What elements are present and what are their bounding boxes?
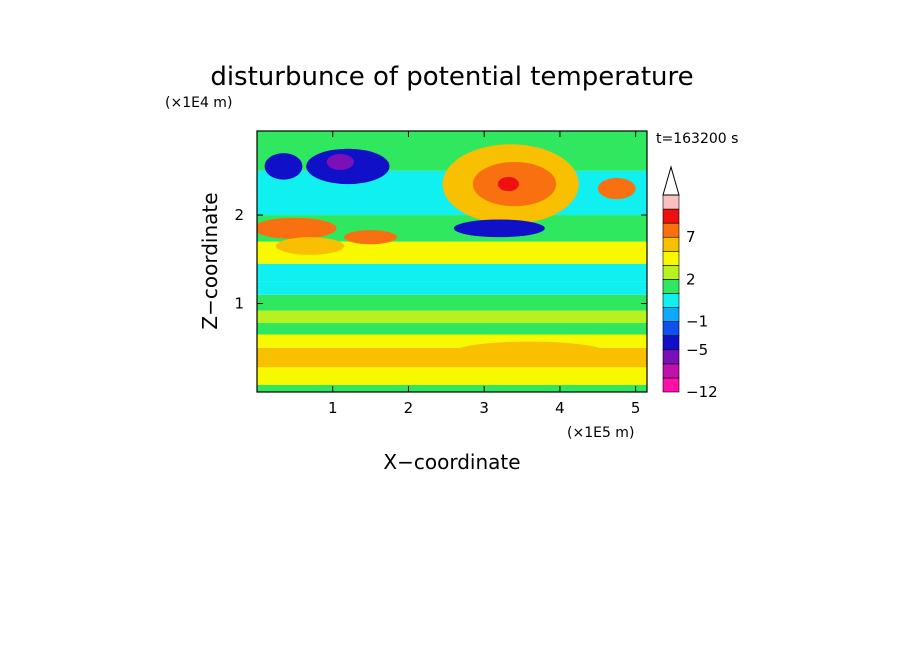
contour-blob xyxy=(453,341,606,363)
contour-blob xyxy=(275,237,345,255)
colorbar-swatch xyxy=(662,265,680,280)
x-tick-label: 2 xyxy=(404,399,414,417)
colorbar-swatch xyxy=(662,194,680,210)
x-axis-label: X−coordinate xyxy=(383,450,520,474)
contour-band xyxy=(257,322,647,335)
contour-band xyxy=(257,294,647,311)
colorbar-swatch xyxy=(662,208,680,224)
colorbar-swatch xyxy=(662,335,680,351)
y-tick-label: 1 xyxy=(234,295,244,313)
contour-band xyxy=(257,281,647,295)
colorbar-tick-label: 2 xyxy=(686,270,696,288)
colorbar-swatch xyxy=(662,349,680,365)
contour-blob xyxy=(497,177,520,192)
colorbar-swatch xyxy=(662,363,680,379)
contour-blob xyxy=(326,154,354,170)
contour-field xyxy=(257,131,647,392)
contour-blob xyxy=(264,153,303,180)
contour-blob xyxy=(453,219,545,238)
colorbar-swatch xyxy=(662,307,680,322)
contour-band xyxy=(257,310,647,323)
colorbar-tick-label: −5 xyxy=(686,341,708,359)
contour-blob xyxy=(344,230,398,245)
time-label: t=163200 s xyxy=(656,131,738,147)
chart-title: disturbunce of potential temperature xyxy=(210,62,693,92)
contour-band xyxy=(257,263,647,282)
x-axis: 1 2 3 4 5 xyxy=(328,131,640,417)
colorbar-swatch xyxy=(662,222,680,238)
x-tick-label: 3 xyxy=(479,399,489,417)
x-unit-label: (×1E5 m) xyxy=(567,425,634,441)
y-axis-label: Z−coordinate xyxy=(198,192,222,329)
colorbar-swatch xyxy=(662,250,680,266)
plot-frame xyxy=(256,130,648,393)
y-axis: 12 xyxy=(234,206,647,313)
contour-band xyxy=(257,241,647,264)
contour-blob xyxy=(597,177,636,200)
x-tick-label: 5 xyxy=(631,399,641,417)
colorbar-extend-arrow xyxy=(662,165,680,196)
colorbar-tick-label: −12 xyxy=(686,383,718,401)
contour-band xyxy=(257,384,647,392)
colorbar: 7 2 −1 −5 −12 xyxy=(662,165,718,401)
colorbar-tick-label: 7 xyxy=(686,228,696,246)
y-tick-label: 2 xyxy=(234,206,244,224)
colorbar-swatch xyxy=(662,293,680,308)
colorbar-swatch xyxy=(662,321,680,337)
x-tick-label: 1 xyxy=(328,399,338,417)
y-unit-label: (×1E4 m) xyxy=(165,95,232,111)
colorbar-swatch xyxy=(662,377,680,393)
x-tick-label: 4 xyxy=(555,399,565,417)
contour-blob xyxy=(257,217,337,239)
contour-band xyxy=(257,367,647,385)
colorbar-tick-label: −1 xyxy=(686,313,708,331)
colorbar-swatch xyxy=(662,236,680,252)
colorbar-swatch xyxy=(662,279,680,294)
